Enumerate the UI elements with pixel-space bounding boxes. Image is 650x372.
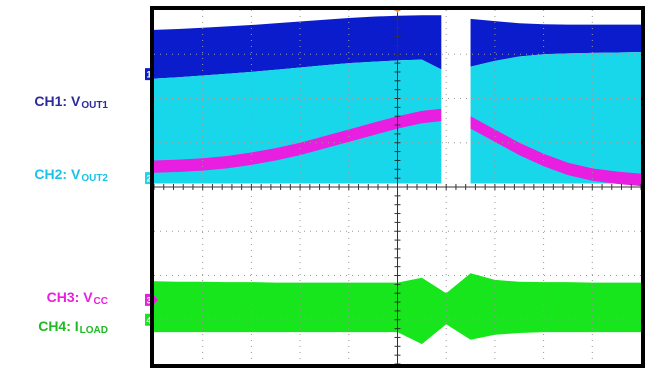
channel-marker-number: 3 [146,295,151,305]
ch2-label-main: CH2: V [34,166,81,182]
ch2-label-sub: OUT2 [81,173,108,184]
grid-layer [153,8,642,365]
ch2-label: CH2: VOUT2 [34,166,108,184]
scope-frame [150,6,645,368]
channel-marker-number: 2 [146,174,151,184]
ch4-label-main: CH4: I [38,318,79,334]
ch4-label-sub: LOAD [79,325,108,336]
ch1-label-main: CH1: V [34,93,81,109]
transient-gap-upper [441,10,471,184]
ch1-label: CH1: VOUT1 [34,93,108,111]
ch3-label-sub: CC [93,296,108,307]
ch4-label: CH4: ILOAD [38,318,108,336]
channel-marker-number: 4 [146,315,151,325]
channel-marker-number: 1 [146,70,151,80]
ch1-label-sub: OUT1 [81,100,108,111]
ch3-label-main: CH3: V [46,289,93,305]
ch3-label: CH3: VCC [46,289,108,307]
